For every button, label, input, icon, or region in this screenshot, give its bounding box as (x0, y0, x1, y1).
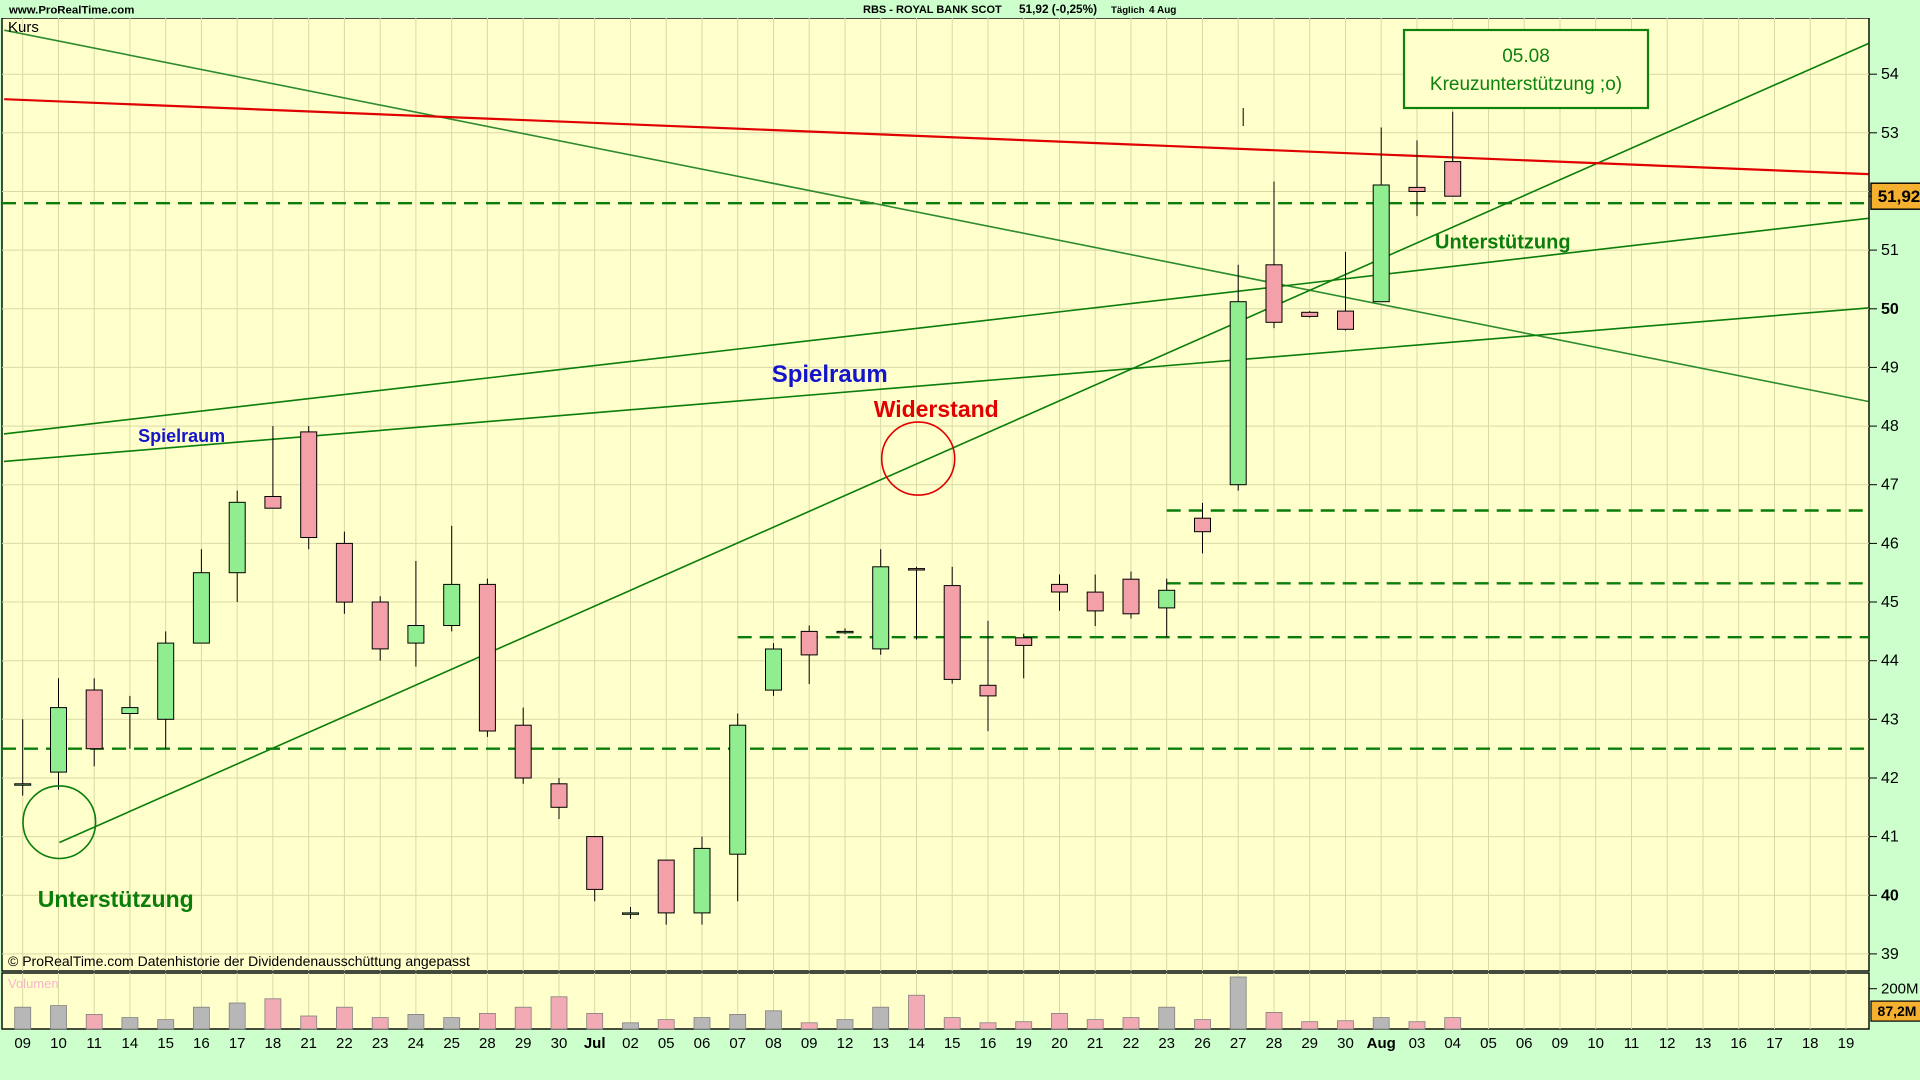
svg-text:16: 16 (1730, 1035, 1747, 1052)
svg-text:28: 28 (479, 1035, 496, 1052)
svg-text:14: 14 (908, 1035, 925, 1052)
svg-text:Unterstützung: Unterstützung (1435, 231, 1571, 253)
svg-text:10: 10 (1587, 1035, 1604, 1052)
svg-text:200M: 200M (1881, 981, 1919, 998)
svg-text:87,2M: 87,2M (1878, 1003, 1917, 1019)
svg-text:Spielraum: Spielraum (772, 361, 888, 388)
svg-text:Unterstützung: Unterstützung (38, 886, 194, 912)
svg-text:Volumen: Volumen (8, 976, 59, 991)
svg-text:4 Aug: 4 Aug (1149, 5, 1176, 16)
svg-text:05: 05 (1480, 1035, 1497, 1052)
svg-text:29: 29 (1301, 1035, 1318, 1052)
svg-text:46: 46 (1881, 535, 1899, 552)
svg-text:19: 19 (1015, 1035, 1032, 1052)
svg-text:53: 53 (1881, 125, 1899, 142)
svg-text:07: 07 (729, 1035, 746, 1052)
svg-text:29: 29 (515, 1035, 532, 1052)
svg-text:09: 09 (14, 1035, 31, 1052)
svg-text:16: 16 (193, 1035, 210, 1052)
svg-text:Täglich: Täglich (1111, 5, 1145, 16)
svg-text:22: 22 (1123, 1035, 1140, 1052)
svg-text:41: 41 (1881, 829, 1899, 846)
svg-text:12: 12 (1659, 1035, 1676, 1052)
svg-text:25: 25 (443, 1035, 460, 1052)
svg-text:10: 10 (50, 1035, 67, 1052)
svg-text:06: 06 (1516, 1035, 1533, 1052)
svg-text:24: 24 (408, 1035, 425, 1052)
svg-text:06: 06 (694, 1035, 711, 1052)
svg-text:27: 27 (1230, 1035, 1247, 1052)
svg-text:45: 45 (1881, 594, 1899, 611)
svg-text:23: 23 (1158, 1035, 1175, 1052)
svg-text:11: 11 (86, 1035, 102, 1052)
svg-text:16: 16 (980, 1035, 997, 1052)
svg-text:13: 13 (872, 1035, 889, 1052)
svg-text:14: 14 (122, 1035, 139, 1052)
svg-text:05.08: 05.08 (1502, 46, 1550, 67)
svg-text:51,92: 51,92 (1878, 187, 1920, 206)
svg-text:51: 51 (1881, 242, 1899, 259)
svg-text:28: 28 (1266, 1035, 1283, 1052)
svg-text:47: 47 (1881, 477, 1899, 494)
svg-text:02: 02 (622, 1035, 639, 1052)
svg-text:www.ProRealTime.com: www.ProRealTime.com (8, 5, 134, 17)
svg-text:18: 18 (265, 1035, 282, 1052)
svg-text:26: 26 (1194, 1035, 1211, 1052)
svg-text:19: 19 (1838, 1035, 1855, 1052)
svg-text:22: 22 (336, 1035, 353, 1052)
svg-text:RBS - ROYAL BANK SCOT: RBS - ROYAL BANK SCOT (863, 4, 1002, 16)
svg-text:40: 40 (1881, 887, 1899, 904)
svg-text:21: 21 (1087, 1035, 1104, 1052)
svg-text:04: 04 (1444, 1035, 1461, 1052)
svg-text:39: 39 (1881, 946, 1899, 963)
svg-text:23: 23 (372, 1035, 389, 1052)
svg-text:Spielraum: Spielraum (138, 426, 225, 446)
svg-text:09: 09 (1552, 1035, 1569, 1052)
svg-text:17: 17 (1766, 1035, 1783, 1052)
svg-text:Kurs: Kurs (8, 19, 39, 36)
svg-text:30: 30 (1337, 1035, 1354, 1052)
svg-text:44: 44 (1881, 653, 1899, 670)
svg-text:05: 05 (658, 1035, 675, 1052)
svg-text:Jul: Jul (584, 1035, 606, 1052)
svg-text:20: 20 (1051, 1035, 1068, 1052)
svg-text:Kreuzunterstützung ;o): Kreuzunterstützung ;o) (1430, 74, 1622, 95)
svg-text:49: 49 (1881, 359, 1899, 376)
svg-text:13: 13 (1695, 1035, 1712, 1052)
svg-text:Widerstand: Widerstand (874, 396, 999, 422)
svg-text:03: 03 (1409, 1035, 1426, 1052)
svg-text:15: 15 (157, 1035, 174, 1052)
svg-text:48: 48 (1881, 418, 1899, 435)
svg-text:© ProRealTime.com Datenhistor: © ProRealTime.com Datenhistorie der Divi… (8, 953, 470, 969)
svg-text:15: 15 (944, 1035, 961, 1052)
svg-text:12: 12 (837, 1035, 854, 1052)
svg-text:21: 21 (300, 1035, 317, 1052)
svg-text:08: 08 (765, 1035, 782, 1052)
svg-text:30: 30 (551, 1035, 568, 1052)
svg-text:43: 43 (1881, 711, 1899, 728)
svg-text:09: 09 (801, 1035, 818, 1052)
svg-text:18: 18 (1802, 1035, 1819, 1052)
svg-text:54: 54 (1881, 66, 1899, 83)
svg-text:17: 17 (229, 1035, 246, 1052)
svg-text:50: 50 (1881, 301, 1899, 318)
svg-text:42: 42 (1881, 770, 1899, 787)
svg-text:11: 11 (1624, 1035, 1640, 1052)
svg-text:51,92 (-0,25%): 51,92 (-0,25%) (1019, 2, 1097, 16)
svg-text:Aug: Aug (1367, 1035, 1396, 1052)
